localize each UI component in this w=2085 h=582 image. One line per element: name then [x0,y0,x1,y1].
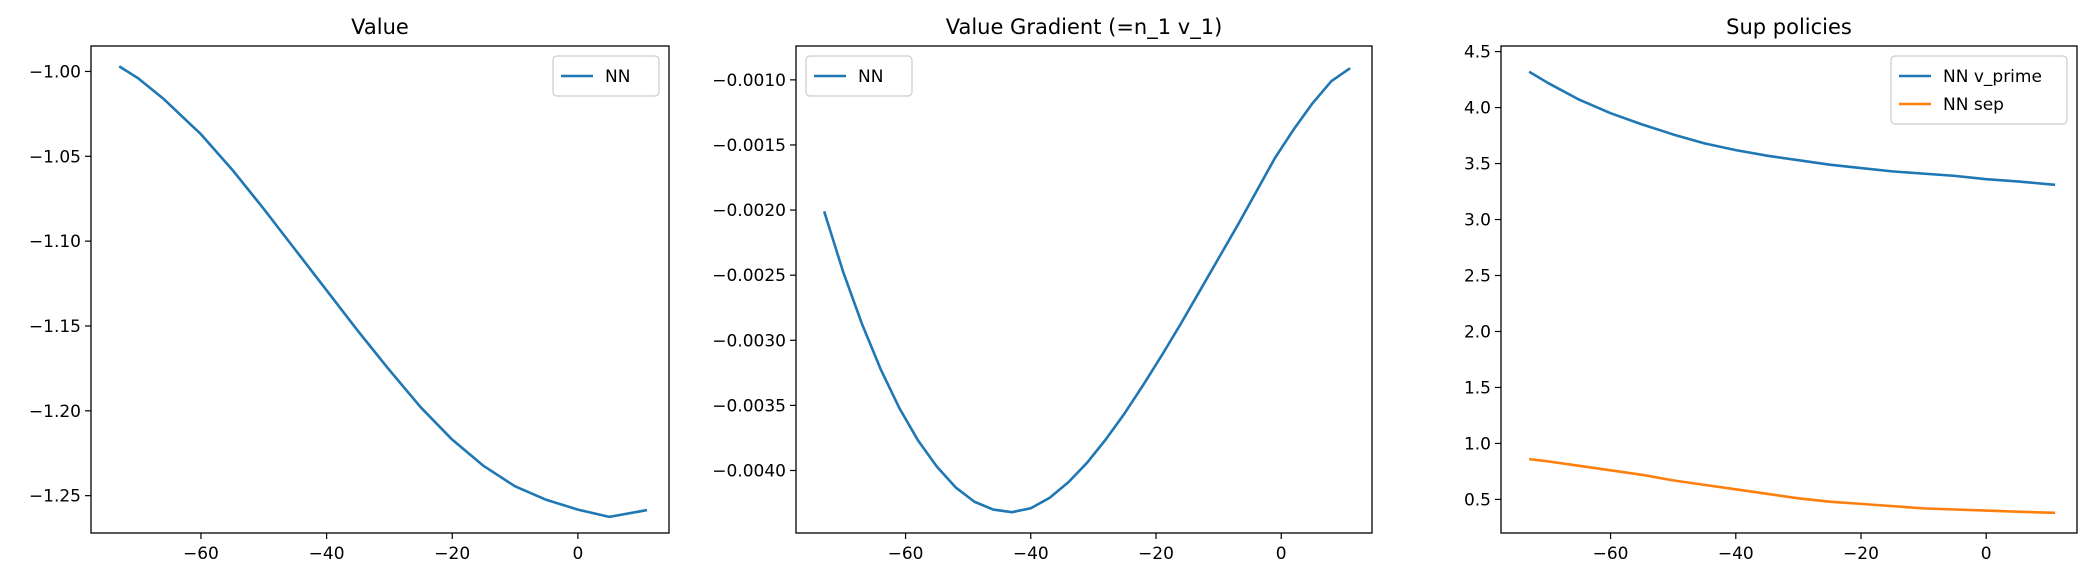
x-tick-label: −20 [1138,544,1174,564]
y-tick-label: −1.10 [29,232,81,252]
legend-label: NN [605,67,630,87]
legend-label: NN [858,67,883,87]
legend-label: NN v_prime [1943,67,2042,87]
y-tick-label: 1.0 [1464,434,1491,454]
y-tick-label: −1.20 [29,402,81,422]
axes-frame [1500,45,2078,534]
x-tick-label: −20 [1843,544,1879,564]
y-tick-label: −0.0020 [712,201,786,221]
x-tick-label: −40 [309,544,345,564]
x-tick-label: −60 [1593,544,1629,564]
legend-box [552,55,660,97]
chart-title: Value Gradient (=n_1 v_1) [946,15,1223,40]
x-tick-label: 0 [1981,544,1992,564]
legend: NN v_prime NN sep [1890,55,2068,125]
y-tick-label: −0.0025 [712,266,786,286]
y-tick-label: −0.0010 [712,71,786,91]
y-tick-label: 1.5 [1464,378,1491,398]
y-tick-label: −0.0015 [712,136,786,156]
series-line-1 [1528,70,2056,187]
chart-title: Value [351,15,409,39]
y-tick-label: −1.15 [29,317,81,337]
x-tick-label: −40 [1718,544,1754,564]
x-tick-label: −40 [1013,544,1049,564]
series-line-2 [1529,457,2056,515]
y-tick-label: 4.5 [1464,43,1491,63]
y-tick-label: 3.5 [1464,155,1491,175]
y-tick-label: 3.0 [1464,211,1491,231]
x-tick-label: −60 [888,544,924,564]
legend-label: NN sep [1943,95,2004,115]
y-tick-label: −1.00 [29,62,81,82]
y-tick-label: −0.0040 [712,461,786,481]
series-line-1 [118,65,648,519]
subplot-3: Sup policies −60 −40 −20 0 0.5 1.0 1.5 2.0 2.5 3.0… [1464,15,2078,564]
x-tick-label: −20 [434,544,470,564]
axes-frame [90,45,670,534]
y-tick-label: −0.0030 [712,331,786,351]
x-tick-label: 0 [572,544,583,564]
y-tick-label: −1.05 [29,147,81,167]
subplot-2: Value Gradient (=n_1 v_1) −60 −40 −20 0 −0.00… [712,15,1373,564]
legend: NN [805,55,913,97]
y-tick-label: 0.5 [1464,490,1491,510]
legend: NN [552,55,660,97]
x-tick-label: 0 [1276,544,1287,564]
y-tick-label: 4.0 [1464,99,1491,119]
y-tick-label: 2.0 [1464,322,1491,342]
series-line-1 [822,67,1351,514]
legend-box [805,55,913,97]
subplot-1: Value −60 −40 −20 0 −1.25 −1.20 −1.15 −1.10 −1.05… [29,15,670,564]
axes-frame [795,45,1373,534]
chart-title: Sup policies [1726,15,1852,39]
legend-box [1890,55,2068,125]
y-tick-label: −0.0035 [712,396,786,416]
y-tick-label: −1.25 [29,487,81,507]
x-tick-label: −60 [183,544,219,564]
y-tick-label: 2.5 [1464,267,1491,287]
